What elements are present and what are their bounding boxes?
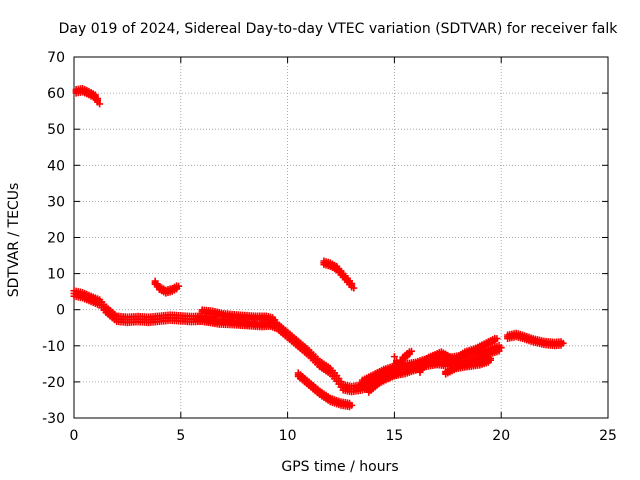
y-tick-label: 40 <box>47 158 65 174</box>
y-tick-label: -10 <box>42 339 65 355</box>
data-point <box>91 91 99 99</box>
data-point <box>175 282 183 290</box>
series-sub-band-b <box>198 306 279 325</box>
data-point <box>348 401 356 409</box>
data-point <box>497 344 505 352</box>
series-mid-descending-arc <box>320 257 358 292</box>
y-tick-label: -20 <box>42 375 65 391</box>
data-point <box>559 339 567 347</box>
tick-labels: 0 5 10 15 20 25 -30 -20 -10 0 10 20 30 40 50 60 70 <box>42 50 617 444</box>
y-axis-label: SDTVAR / TECUs <box>6 183 22 298</box>
data-points <box>70 84 567 411</box>
y-tick-label: 70 <box>47 50 65 66</box>
axes <box>73 56 609 419</box>
y-tick-label: 20 <box>47 231 65 247</box>
grid <box>74 57 608 418</box>
data-point <box>93 95 101 103</box>
x-tick-label: 20 <box>492 428 510 444</box>
y-tick-label: 50 <box>47 122 65 138</box>
data-point <box>390 353 398 361</box>
y-tick-label: 0 <box>56 303 65 319</box>
series-lower-dip <box>294 369 356 411</box>
data-point <box>487 356 495 364</box>
series-tail <box>504 329 567 350</box>
y-tick-label: 10 <box>47 267 65 283</box>
x-tick-label: 10 <box>279 428 297 444</box>
series-spikes-3 <box>442 356 495 378</box>
x-axis-label: GPS time / hours <box>281 459 398 475</box>
x-tick-label: 25 <box>599 428 617 444</box>
y-tick-label: -30 <box>42 411 65 427</box>
series-mid-arc <box>151 277 183 297</box>
y-tick-label: 30 <box>47 194 65 210</box>
data-point <box>348 280 356 288</box>
x-tick-label: 5 <box>176 428 185 444</box>
y-tick-label: 60 <box>47 86 65 102</box>
data-point <box>350 284 358 292</box>
chart-title: Day 019 of 2024, Sidereal Day-to-day VTE… <box>59 21 619 37</box>
series-spikes-4 <box>386 347 415 382</box>
data-point <box>96 100 104 108</box>
series-high-arc <box>72 84 104 108</box>
data-point <box>493 335 501 343</box>
data-point <box>407 347 415 355</box>
x-tick-label: 15 <box>385 428 403 444</box>
data-point <box>271 316 279 324</box>
x-tick-label: 0 <box>70 428 79 444</box>
series-spikes-2 <box>416 334 501 376</box>
